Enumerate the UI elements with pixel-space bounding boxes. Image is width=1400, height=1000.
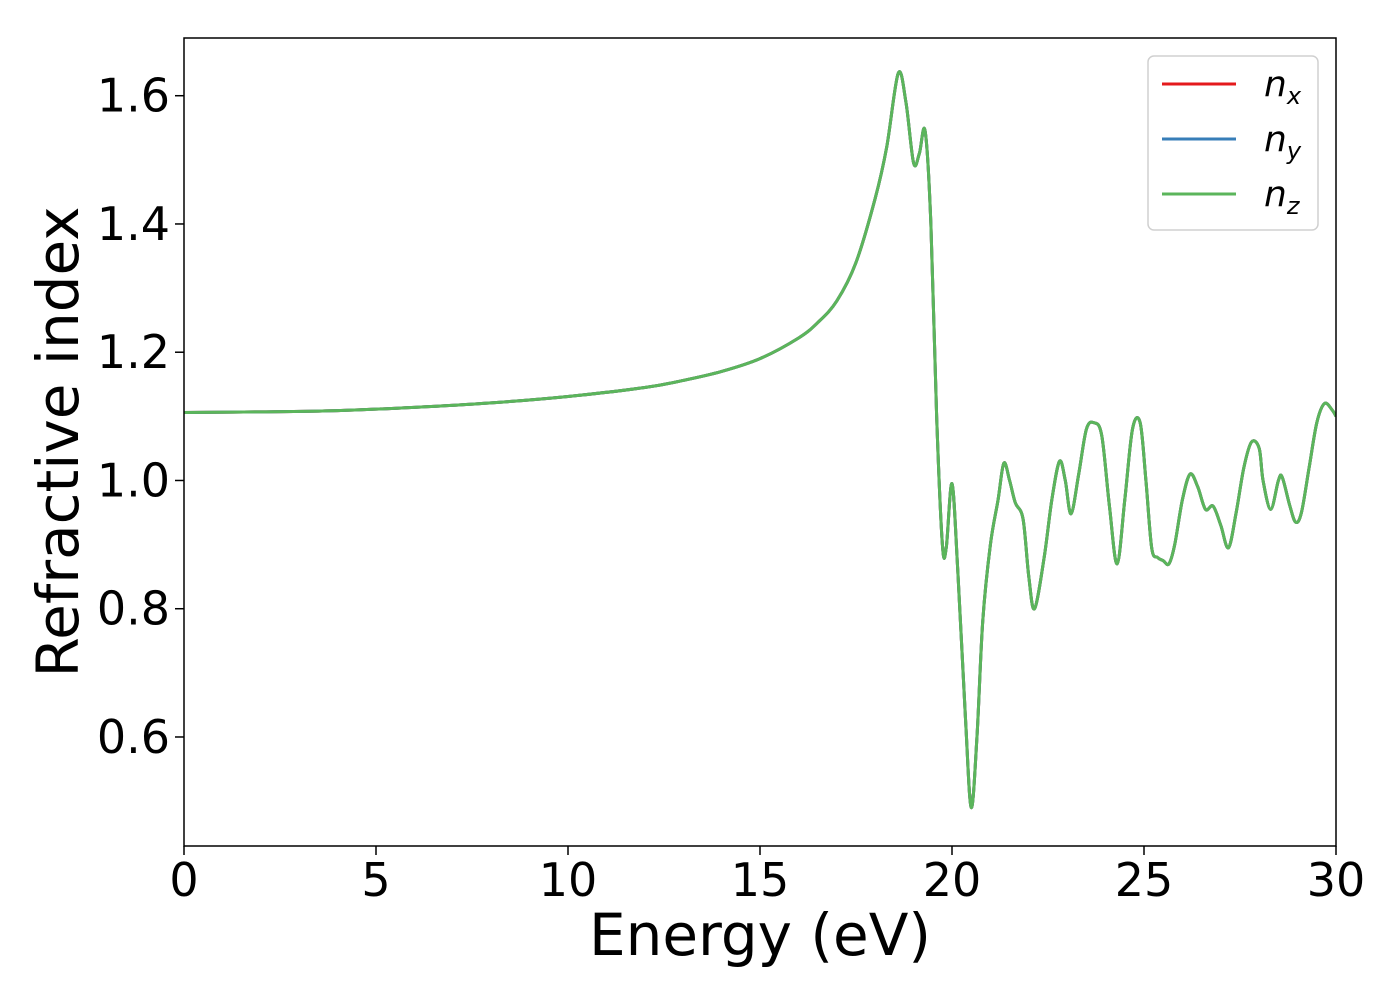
x-tick-label: 15 [731,853,790,907]
x-tick-label: 5 [361,853,390,907]
series-line-n-z [184,70,1336,810]
legend-label: nz [1264,174,1301,220]
y-tick-label: 1.2 [97,325,170,379]
legend-label: ny [1264,119,1302,165]
plot-lines [184,70,1336,810]
legend: nx ny nz [1147,55,1319,231]
y-axis: 0.6 0.8 1.0 1.2 1.4 1.6 [97,69,184,764]
y-tick-label: 1.6 [97,69,170,123]
y-tick-label: 1.4 [97,197,170,251]
x-axis-title: Energy (eV) [589,901,931,969]
legend-box [1147,55,1319,231]
y-tick-label: 1.0 [97,453,170,507]
x-axis: 0 5 10 15 20 25 30 [169,846,1365,907]
y-tick-label: 0.6 [97,710,170,764]
x-tick-label: 10 [539,853,598,907]
x-tick-label: 25 [1115,853,1174,907]
x-tick-label: 0 [169,853,198,907]
y-axis-title: Refractive index [24,206,92,677]
y-tick-label: 0.8 [97,582,170,636]
x-tick-label: 20 [923,853,982,907]
x-tick-label: 30 [1307,853,1366,907]
legend-label: nx [1264,64,1302,110]
